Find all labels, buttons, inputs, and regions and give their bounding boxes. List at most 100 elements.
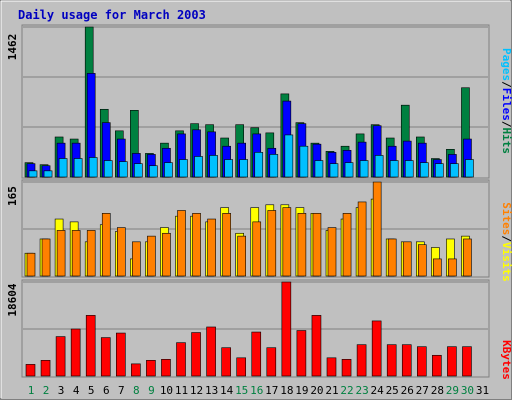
bar-kbytes-day-20 <box>311 315 322 377</box>
bar-pages-day-19 <box>299 145 309 178</box>
bar-pages-day-3 <box>58 158 68 178</box>
bar-pages-day-5 <box>88 157 98 178</box>
legend-sep-1: / <box>500 81 512 88</box>
bar-sites-day-11 <box>177 210 186 277</box>
bar-kbytes-day-7 <box>116 332 126 377</box>
bar-kbytes-day-4 <box>70 328 81 377</box>
bar-pages-day-24 <box>374 155 384 178</box>
bar-kbytes-day-21 <box>326 357 337 377</box>
bar-sites-day-1 <box>26 252 36 277</box>
x-tick-label-18: 18 <box>280 384 293 397</box>
x-tick-label-30: 30 <box>461 384 474 397</box>
panel-sites-visits: 165 <box>6 179 490 278</box>
top-y-max-label: 1462 <box>6 34 19 61</box>
x-tick-label-10: 10 <box>160 384 173 397</box>
bar-kbytes-day-23 <box>356 344 367 377</box>
bar-kbytes-day-5 <box>85 315 96 377</box>
x-tick-label-6: 6 <box>103 384 110 397</box>
bar-pages-day-18 <box>284 134 294 178</box>
bar-kbytes-day-14 <box>221 347 231 377</box>
bar-kbytes-day-1 <box>25 364 36 377</box>
bar-kbytes-day-18 <box>281 281 292 377</box>
x-tick-label-24: 24 <box>371 384 385 397</box>
panel-bot-grid <box>23 281 488 330</box>
mid-y-max-label: 165 <box>6 186 19 206</box>
bar-kbytes-day-26 <box>401 344 412 377</box>
legend-files: Files <box>500 88 512 121</box>
x-tick-label-7: 7 <box>118 384 125 397</box>
bar-sites-day-3 <box>56 230 66 277</box>
bar-pages-day-13 <box>209 155 218 178</box>
bar-kbytes-day-17 <box>266 347 277 377</box>
bar-sites-day-30 <box>463 238 472 277</box>
bar-sites-day-8 <box>132 241 141 277</box>
bar-sites-day-9 <box>147 235 156 277</box>
bar-sites-day-19 <box>297 213 307 277</box>
x-tick-label-5: 5 <box>88 384 95 397</box>
x-tick-label-8: 8 <box>133 384 140 397</box>
bar-pages-day-12 <box>194 156 203 178</box>
panel-kbytes: 18604 <box>6 279 490 378</box>
x-tick-label-31: 31 <box>476 384 489 397</box>
legend-hits: Hits <box>500 128 512 155</box>
x-tick-label-26: 26 <box>401 384 414 397</box>
bar-pages-day-11 <box>179 159 188 178</box>
bar-kbytes-day-29 <box>447 346 457 377</box>
x-tick-label-21: 21 <box>325 384 338 397</box>
x-tick-label-20: 20 <box>310 384 323 397</box>
bar-sites-day-10 <box>162 232 171 277</box>
bar-kbytes-day-11 <box>176 342 186 377</box>
bar-pages-day-16 <box>254 152 264 178</box>
bar-sites-day-5 <box>86 230 96 277</box>
x-tick-label-1: 1 <box>28 384 35 397</box>
bar-sites-day-20 <box>312 213 322 277</box>
x-tick-label-28: 28 <box>431 384 444 397</box>
bar-pages-day-10 <box>164 162 173 178</box>
bar-sites-day-2 <box>41 238 51 277</box>
x-tick-label-29: 29 <box>446 384 459 397</box>
bar-pages-day-30 <box>465 159 474 178</box>
x-tick-label-2: 2 <box>43 384 50 397</box>
bar-sites-day-29 <box>448 258 457 277</box>
svg-text:Pages/Files/Hits: Pages/Files/Hits <box>500 48 512 154</box>
bar-pages-day-21 <box>329 163 339 178</box>
legend-sep-2: / <box>500 121 512 128</box>
bar-pages-day-1 <box>28 170 38 178</box>
x-tick-label-4: 4 <box>73 384 80 397</box>
x-tick-label-27: 27 <box>416 384 429 397</box>
x-tick-label-17: 17 <box>265 384 278 397</box>
bar-pages-day-28 <box>435 163 444 178</box>
bar-pages-day-15 <box>239 159 248 178</box>
legend-mid: Sites/Visits <box>500 202 512 282</box>
panel-bot-bars <box>25 281 472 377</box>
bar-pages-day-22 <box>344 162 354 178</box>
legend-kbytes: KBytes <box>500 340 512 380</box>
bar-pages-day-17 <box>269 154 279 178</box>
x-tick-label-15: 15 <box>235 384 248 397</box>
bar-sites-day-14 <box>222 213 231 277</box>
bar-kbytes-day-9 <box>146 360 156 377</box>
bar-kbytes-day-27 <box>416 346 427 377</box>
bar-pages-day-26 <box>404 160 414 178</box>
bar-kbytes-day-8 <box>131 363 141 377</box>
bar-sites-day-28 <box>433 258 442 277</box>
bar-pages-day-2 <box>43 170 53 178</box>
bar-pages-day-9 <box>149 165 158 178</box>
bar-pages-day-4 <box>73 158 83 178</box>
bar-pages-day-25 <box>389 160 399 178</box>
bar-pages-day-14 <box>224 159 233 178</box>
bar-kbytes-day-16 <box>251 331 262 377</box>
bar-sites-day-22 <box>342 213 352 277</box>
x-tick-label-14: 14 <box>220 384 234 397</box>
bar-kbytes-day-3 <box>55 336 66 377</box>
bar-pages-day-7 <box>119 161 128 178</box>
x-axis-labels: 1 2 3 4 5 6 7 8 9 10 11 12 13 14 15 16 17 18 19 20 21 22 23 24 2… <box>28 384 489 397</box>
bar-kbytes-day-13 <box>206 326 216 377</box>
bar-kbytes-day-25 <box>386 344 397 377</box>
bar-sites-day-7 <box>117 227 126 277</box>
x-tick-label-12: 12 <box>190 384 203 397</box>
bar-kbytes-day-28 <box>432 354 442 377</box>
legend-top: Pages/Files/Hits <box>500 48 512 154</box>
bar-kbytes-day-19 <box>296 330 307 377</box>
x-tick-label-3: 3 <box>58 384 65 397</box>
